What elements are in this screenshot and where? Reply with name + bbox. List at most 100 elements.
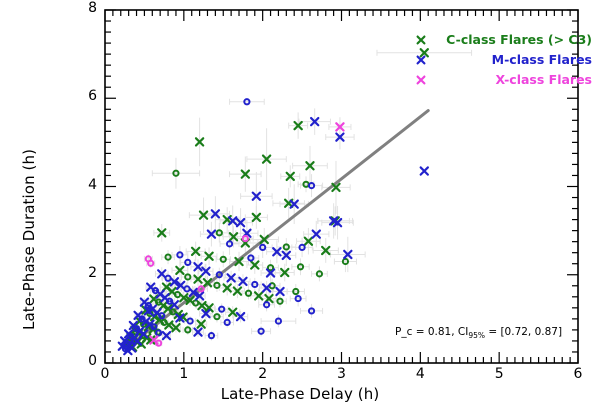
data-point-cross — [254, 291, 264, 301]
data-point-cross — [202, 277, 213, 288]
data-point-circle — [215, 271, 223, 279]
data-point-circle — [282, 243, 290, 251]
data-point-circle — [257, 327, 265, 335]
data-point-circle — [184, 326, 192, 334]
data-point-cross — [311, 229, 321, 239]
data-point-cross — [419, 166, 429, 176]
data-point-cross — [228, 216, 238, 226]
data-point-circle — [307, 182, 316, 190]
data-point-cross — [138, 329, 149, 339]
data-point-circle — [263, 301, 271, 309]
data-point-cross — [206, 229, 217, 239]
data-point-cross — [198, 210, 209, 220]
data-point-cross — [169, 300, 180, 310]
data-point-cross — [275, 286, 285, 297]
legend-marker-2 — [416, 55, 426, 65]
data-point-circle — [315, 270, 324, 278]
data-point-cross — [193, 327, 203, 337]
data-point-cross — [264, 293, 274, 304]
x-tick-label: 3 — [337, 366, 346, 382]
data-point-cross — [228, 307, 238, 317]
data-point-cross — [201, 266, 211, 276]
data-point-cross — [228, 232, 239, 242]
data-point-circle — [259, 243, 267, 251]
data-point-circle — [225, 240, 234, 248]
series-1-markers — [122, 48, 429, 352]
data-point-circle — [197, 285, 205, 293]
annotation-subscript: 95% — [468, 331, 485, 341]
data-point-cross — [146, 335, 156, 345]
data-point-circle — [172, 169, 180, 177]
data-point-circle — [150, 323, 158, 331]
legend-entry-m-class: M-class Flares — [491, 52, 592, 67]
data-point-cross — [171, 323, 181, 333]
data-point-cross — [285, 171, 295, 182]
data-point-cross — [169, 277, 180, 287]
data-point-circle — [184, 258, 192, 266]
legend-entry-c-class: C-class Flares (> C3) — [446, 32, 592, 47]
data-point-cross — [240, 169, 251, 179]
data-point-circle — [218, 305, 226, 313]
data-point-cross — [280, 267, 290, 278]
y-tick-label: 8 — [88, 0, 97, 16]
data-point-cross — [309, 116, 320, 127]
y-tick-label: 0 — [88, 353, 97, 369]
axis-ticks-group — [104, 9, 579, 364]
x-tick-label: 1 — [179, 366, 189, 382]
y-axis-label: Late-Phase Duration (h) — [20, 148, 38, 330]
data-point-cross — [158, 300, 169, 311]
data-point-cross — [335, 122, 345, 132]
data-point-cross — [188, 287, 198, 298]
x-tick-label: 6 — [573, 366, 583, 382]
data-point-cross — [261, 283, 272, 293]
data-point-circle — [292, 287, 300, 296]
data-point-circle — [184, 273, 192, 281]
data-point-cross — [164, 320, 174, 330]
data-point-circle — [144, 302, 152, 310]
data-point-cross — [194, 291, 205, 301]
series-2-markers — [117, 98, 429, 356]
data-point-cross — [196, 319, 206, 329]
data-point-cross — [259, 234, 269, 245]
data-point-cross — [250, 260, 260, 270]
data-point-cross — [261, 154, 272, 164]
data-point-cross — [343, 249, 353, 260]
data-point-cross — [194, 137, 205, 147]
data-point-circle — [213, 313, 221, 321]
data-point-cross — [305, 161, 315, 171]
data-point-circle — [243, 98, 251, 106]
data-point-cross — [149, 335, 159, 345]
data-point-cross — [145, 319, 155, 329]
data-point-cross — [272, 247, 282, 257]
data-point-circle — [307, 307, 316, 315]
data-point-circle — [251, 280, 259, 289]
data-point-cross — [161, 330, 172, 341]
data-point-cross — [238, 276, 248, 287]
data-point-circle — [341, 257, 350, 266]
legend-entry-x-class: X-class Flares — [495, 72, 592, 87]
data-point-cross — [332, 217, 343, 228]
data-point-cross — [193, 262, 203, 272]
data-point-cross — [201, 308, 211, 319]
correlation-annotation: P_c = 0.81, CI95% = [0.72, 0.87] — [395, 326, 562, 340]
data-point-cross — [222, 283, 232, 293]
data-point-cross — [281, 250, 292, 261]
data-point-circle — [247, 254, 255, 262]
data-point-cross — [193, 274, 203, 284]
data-point-circle — [213, 281, 221, 289]
data-point-cross — [232, 286, 243, 296]
annotation-suffix: = [0.72, 0.87] — [484, 326, 563, 338]
data-point-circle — [298, 243, 306, 251]
legend-marker-3 — [416, 75, 426, 85]
data-point-cross — [265, 268, 276, 278]
data-point-cross — [157, 228, 167, 238]
data-point-cross — [235, 311, 246, 322]
legend-markers — [416, 35, 426, 85]
data-point-circle — [266, 264, 275, 272]
data-point-cross — [175, 265, 185, 276]
data-point-cross — [251, 212, 262, 223]
x-tick-label: 2 — [258, 366, 268, 382]
x-axis-label: Late-Phase Delay (h) — [220, 385, 380, 403]
data-point-circle — [132, 324, 141, 333]
data-point-cross — [123, 345, 133, 356]
